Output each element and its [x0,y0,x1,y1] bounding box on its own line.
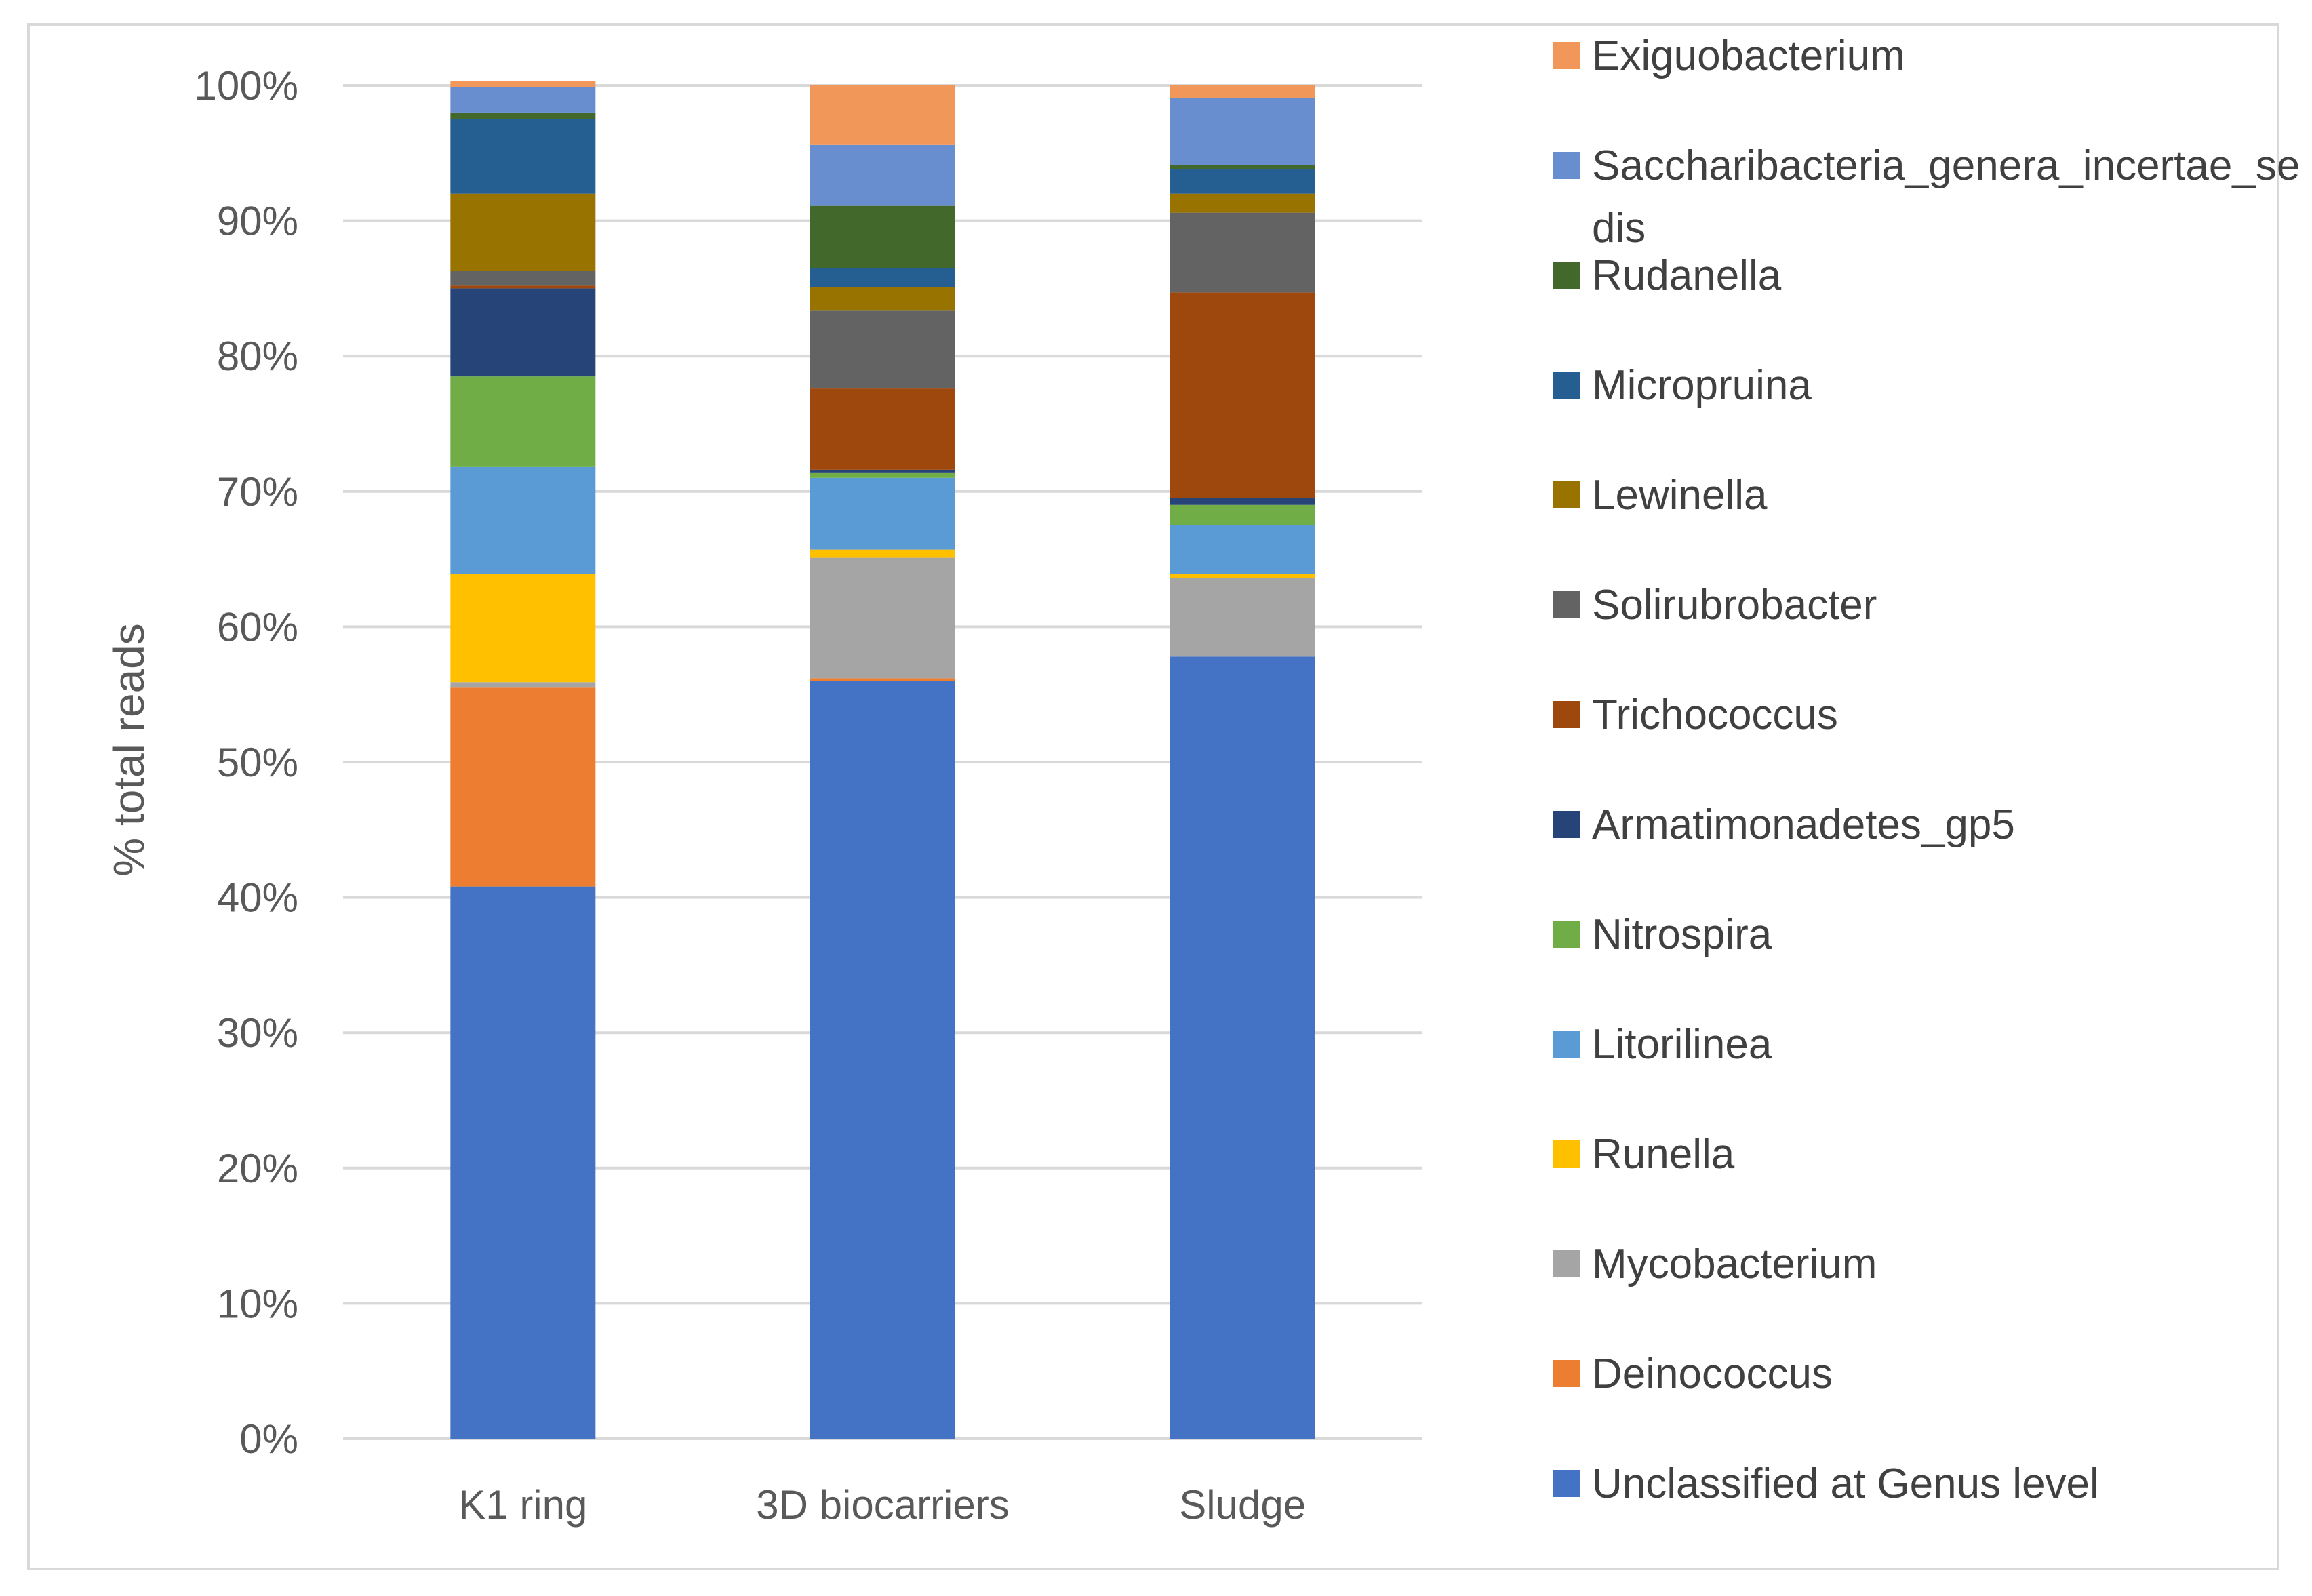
legend-label: Solirubrobacter [1592,582,1877,629]
legend: Exiguobacterium Saccharibacteria_genera_i… [1553,33,2300,1507]
y-axis-ticks: 0% 10% 20% 30% 40% 50% 60% 70% 80% 90% 100% [195,63,298,1462]
bar-segment [810,472,955,478]
legend-label: Armatimonadetes_gp5 [1592,801,2015,848]
bar-segment [1170,292,1315,498]
legend-label: Unclassified at Genus level [1592,1460,2099,1507]
bar-segment [1170,504,1315,525]
bar-segment [450,886,596,1439]
bar-segment [450,119,596,194]
y-axis-title: % total reads [104,623,153,877]
bar-segment [810,388,955,470]
bar-segment [810,205,955,268]
bar-segment [810,287,955,311]
bar-segment [810,310,955,389]
x-tick-label: Sludge [1179,1482,1306,1528]
bar-segment [1170,498,1315,505]
legend-label: Mycobacterium [1592,1241,1877,1288]
legend-label: Litorilinea [1592,1021,1772,1068]
bars [450,81,1315,1439]
bar-segment [810,681,955,1439]
y-tick-label: 30% [217,1010,298,1056]
bar-segment [1170,85,1315,98]
y-tick-label: 50% [217,740,298,785]
bar-segment [450,285,596,289]
legend-label: Exiguobacterium [1592,33,1905,79]
bar-segment [1170,193,1315,213]
y-tick-label: 20% [217,1146,298,1191]
legend-swatch [1553,481,1580,508]
legend-swatch [1553,1360,1580,1387]
bar-segment [1170,165,1315,169]
legend-swatch [1553,811,1580,838]
bar-segment [450,288,596,377]
bar-segment [810,469,955,473]
bar-segment [1170,212,1315,293]
legend-swatch [1553,1031,1580,1058]
bar-segment [450,466,596,574]
legend-label: Saccharibacteria_genera_incertae_se dis [1592,142,2300,252]
bar-segment [1170,169,1315,194]
y-tick-label: 70% [217,469,298,515]
bar-segment [450,81,596,87]
legend-label: Lewinella [1592,472,1768,519]
bar-segment [810,268,955,287]
bar-segment [450,376,596,467]
legend-label: Deinococcus [1592,1351,1833,1397]
bar-segment [450,193,596,271]
x-tick-label: K1 ring [458,1482,587,1528]
y-tick-label: 60% [217,604,298,650]
bar-segment [450,112,596,119]
y-tick-label: 10% [217,1281,298,1326]
y-tick-label: 0% [239,1416,298,1462]
bar-segment [1170,578,1315,657]
x-tick-label: 3D biocarriers [756,1482,1009,1528]
y-tick-label: 90% [217,199,298,244]
legend-swatch [1553,262,1580,289]
y-tick-label: 80% [217,334,298,379]
bar-segment [450,86,596,113]
legend-label: Nitrospira [1592,911,1772,958]
bar-segment [1170,525,1315,574]
legend-swatch [1553,1250,1580,1277]
bar-segment [1170,97,1315,165]
x-axis-ticks: K1 ring 3D biocarriers Sludge [458,1482,1306,1528]
y-tick-label: 40% [217,875,298,921]
bar-segment [450,682,596,688]
legend-label: Rudanella [1592,252,1782,299]
legend-swatch [1553,152,1580,179]
legend-swatch [1553,921,1580,948]
bar-segment [810,85,955,145]
y-tick-label: 100% [195,63,298,108]
legend-swatch [1553,372,1580,399]
bar-segment [450,271,596,286]
bar-segment [450,687,596,887]
legend-swatch [1553,591,1580,618]
bar-segment [810,549,955,558]
legend-swatch [1553,1470,1580,1497]
legend-swatch [1553,701,1580,728]
bar-segment [810,557,955,679]
legend-label: Trichococcus [1592,692,1838,738]
legend-swatch [1553,42,1580,69]
chart-frame [27,23,2279,1570]
bar-segment [1170,574,1315,578]
bar-segment [450,574,596,683]
legend-label: Runella [1592,1131,1735,1178]
bar-segment [810,144,955,206]
bar-segment [810,678,955,681]
bar-segment [810,477,955,550]
legend-swatch [1553,1140,1580,1168]
bar-segment [1170,656,1315,1439]
legend-label: Micropruina [1592,362,1812,409]
